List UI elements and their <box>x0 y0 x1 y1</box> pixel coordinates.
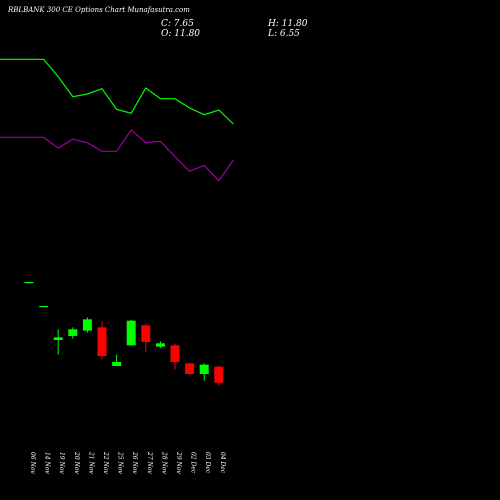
x-tick-label: 22 Nov <box>102 451 109 474</box>
x-tick-label: 19 Nov <box>58 452 65 474</box>
candle-body <box>24 282 34 284</box>
candle-body <box>199 364 209 374</box>
low-value: L: 6.55 <box>268 29 300 39</box>
candle-body <box>53 337 63 340</box>
x-tick-label: 03 Dec <box>204 452 211 474</box>
candles-group <box>24 282 224 386</box>
x-tick-label: 27 Nov <box>146 451 153 474</box>
x-tick-label: 02 Dec <box>190 452 197 474</box>
x-tick-label: 21 Nov <box>87 451 94 474</box>
candle-body <box>112 362 122 366</box>
x-tick-labels: 06 Nov 14 Nov 19 Nov 20 Nov 21 Nov 22 Nov 25 N… <box>29 451 226 474</box>
x-tick-label: 28 Nov <box>160 451 167 474</box>
chart-title: RBLBANK 300 CE Options Chart Munafasutra… <box>8 6 190 14</box>
candle-body <box>170 345 180 362</box>
candle-body <box>82 319 92 331</box>
candle-body <box>68 329 78 336</box>
x-tick-label: 29 Nov <box>175 451 182 474</box>
open-value: O: 11.80 <box>161 29 201 39</box>
candle-body <box>97 327 107 356</box>
candle-body <box>214 366 224 383</box>
candle-body <box>126 320 136 346</box>
x-tick-label: 04 Dec <box>219 452 226 474</box>
candle-body <box>155 343 165 347</box>
x-tick-label: 26 Nov <box>131 451 138 474</box>
candle-body <box>141 325 151 342</box>
candle-body <box>39 306 49 308</box>
close-value: C: 7.65 <box>161 19 194 29</box>
green-indicator-line <box>0 58 234 125</box>
candle-body <box>185 363 195 374</box>
x-tick-label: 06 Nov <box>29 452 36 474</box>
purple-indicator-line <box>0 129 234 182</box>
x-tick-label: 20 Nov <box>73 451 80 474</box>
high-value: H: 11.80 <box>268 19 308 29</box>
x-tick-label: 14 Nov <box>44 452 51 474</box>
x-tick-label: 25 Nov <box>117 451 124 474</box>
